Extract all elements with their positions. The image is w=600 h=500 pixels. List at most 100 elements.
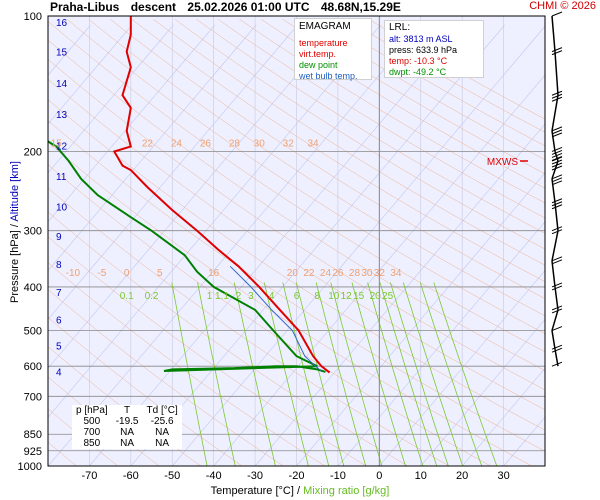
altitude-tick-label: 12 <box>56 142 68 153</box>
legend-item-virt-temp: virt.temp. <box>299 49 337 59</box>
theta-label: -5 <box>97 268 106 279</box>
dry-adiabat-line <box>347 18 545 133</box>
skew-isotherm-line <box>89 24 464 466</box>
mixing-ratio-label: 6 <box>294 291 300 302</box>
mixing-ratio-line <box>263 282 309 466</box>
temperature-tick-label: -20 <box>289 470 305 482</box>
skew-isotherm-line <box>48 24 423 466</box>
temperature-tick-label: -40 <box>206 470 222 482</box>
dry-adiabat-line <box>48 317 243 466</box>
wind-barb <box>551 162 563 168</box>
dry-adiabat-line <box>282 18 545 175</box>
theta-label: 16 <box>208 268 220 279</box>
pressure-tick-label: 700 <box>24 391 42 403</box>
wind-barb <box>551 152 563 158</box>
wind-barb <box>551 93 563 99</box>
theta-label: 26 <box>200 139 212 150</box>
wind-profile-line <box>551 330 556 350</box>
table-row: 700 NA NA <box>72 427 182 438</box>
obs-cell: NA <box>120 438 135 449</box>
x-axis-label-temp: Temperature [°C] <box>210 485 294 497</box>
sounding-mode: descent <box>130 0 177 14</box>
obs-cell: 700 <box>83 427 101 438</box>
wind-barb <box>551 132 563 138</box>
pressure-tick-label: 100 <box>24 11 42 23</box>
altitude-tick-label: 5 <box>56 342 62 353</box>
dry-adiabat-line <box>66 19 545 334</box>
temperature-tick-label: -10 <box>330 470 346 482</box>
theta-label: 28 <box>349 268 361 279</box>
x-axis-label-sep: / <box>297 485 301 497</box>
theta-label: 30 <box>254 139 266 150</box>
table-row: 500 -19.5 -25.6 <box>72 416 182 427</box>
wind-barb <box>551 326 563 332</box>
y-axis-label: Pressure [hPa] / Altitude [km] <box>9 157 21 307</box>
y-axis-label-sep: / <box>9 224 21 228</box>
wind-barb <box>551 347 563 353</box>
obs-header-td: Td [°C] <box>146 405 178 416</box>
theta-label: 24 <box>171 139 183 150</box>
temperature-tick-label: 10 <box>415 470 427 482</box>
wind-barb <box>551 126 563 132</box>
skew-isotherm-line <box>48 24 174 174</box>
obs-cell: 850 <box>83 438 101 449</box>
mixing-ratio-line <box>419 282 483 466</box>
wind-barb <box>551 198 563 204</box>
wind-barb <box>551 50 563 56</box>
altitude-tick-label: 15 <box>56 48 68 59</box>
temperature-tick-label: -70 <box>81 470 97 482</box>
skew-isotherm-line <box>0 25 8 466</box>
altitude-tick-label: 16 <box>56 18 68 29</box>
y-axis-label-altitude: Altitude [km] <box>9 161 21 222</box>
dry-adiabat-line <box>48 262 326 466</box>
skew-isotherm-line <box>379 270 545 466</box>
dry-adiabat-line <box>174 18 545 250</box>
pressure-tick-label: 850 <box>24 429 42 441</box>
obs-cell: -25.6 <box>150 416 174 427</box>
altitude-tick-label: 13 <box>56 110 68 121</box>
wind-barb <box>551 156 563 162</box>
y-axis-label-pressure: Pressure [hPa] <box>9 230 21 303</box>
theta-label: 24 <box>320 268 332 279</box>
dry-adiabat-line <box>48 346 201 466</box>
wind-barb <box>551 201 563 207</box>
wind-profile-line <box>551 178 556 203</box>
dry-adiabat-line <box>196 18 545 234</box>
skew-isotherm-line <box>213 74 545 466</box>
obs-header-t: T <box>124 405 131 416</box>
dry-adiabat-line <box>48 236 367 466</box>
theta-label: -10 <box>66 268 81 279</box>
series-line-dew-point <box>48 140 326 373</box>
dry-adiabat-line <box>217 18 545 219</box>
wind-barb <box>551 165 563 171</box>
theta-label: 15 <box>51 139 63 150</box>
observation-table: p [hPa] T Td [°C] 500 -19.5 -25.6 700 NA… <box>72 405 182 449</box>
legend-box: EMAGRAM temperature virt.temp. dew point… <box>294 18 372 81</box>
lrl-alt: alt: 3813 m ASL <box>389 34 453 44</box>
mixing-ratio-label: 0.1 <box>120 291 134 302</box>
mixing-ratio-lines <box>171 282 498 466</box>
theta-label: 26 <box>332 268 344 279</box>
skew-isotherm-line <box>48 24 133 125</box>
mixing-ratio-line <box>367 282 424 466</box>
theta-label: 22 <box>142 139 154 150</box>
mixing-ratio-line <box>295 282 345 466</box>
skew-isotherm-line <box>461 367 545 466</box>
theta-label: 30 <box>361 268 373 279</box>
wind-profile-line <box>551 309 559 331</box>
dry-adiabat-line <box>325 18 545 147</box>
skew-isotherm-line <box>48 24 216 223</box>
table-row: 850 NA NA <box>72 438 182 449</box>
theta-label: 22 <box>303 268 315 279</box>
legend-item-wet-bulb: wet bulb temp. <box>299 71 358 81</box>
dry-adiabat-line <box>304 18 545 160</box>
dry-adiabat-line <box>48 187 450 466</box>
skew-isotherm-line <box>254 123 545 466</box>
wind-barb <box>551 90 563 96</box>
altitude-tick-label: 11 <box>56 172 67 183</box>
series-line-wet-bulb-temp- <box>229 265 322 372</box>
x-axis-label: Temperature [°C] / Mixing ratio [g/kg] <box>0 485 600 497</box>
mixing-ratio-line <box>390 282 449 466</box>
dry-adiabat-line <box>260 18 545 189</box>
pressure-tick-label: 600 <box>24 361 42 373</box>
